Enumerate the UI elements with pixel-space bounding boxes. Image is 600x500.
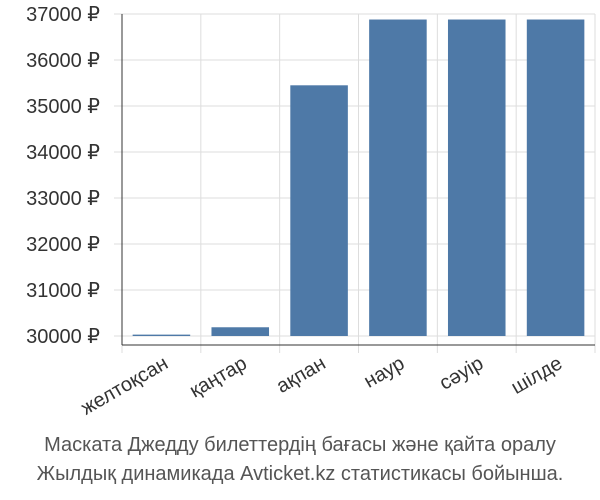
bar-1 [132,334,191,336]
y-tick-label: 32000 ₽ [26,234,100,256]
bar-4 [369,19,427,337]
chart-caption-line-2: Жылдық динамикада Avticket.kz статистика… [36,463,564,485]
y-tick-label: 33000 ₽ [26,188,100,210]
chart-caption-line-1: Маската Джедду билеттердің бағасы және қ… [44,434,556,456]
x-tick-labels: желтоқсан қаңтар ақпан наур сәуір шілде [77,352,566,419]
y-tick-label: 36000 ₽ [26,50,100,72]
y-tick-label: 37000 ₽ [26,4,100,26]
bars [132,19,585,337]
y-tick-label: 30000 ₽ [26,326,100,348]
y-tick-labels: 30000 ₽ 31000 ₽ 32000 ₽ 33000 ₽ 34000 ₽ 35000… [26,4,100,348]
x-tick-label: сәуір [436,352,487,394]
bar-5 [447,19,506,337]
y-tick-label: 35000 ₽ [26,96,100,118]
bar-3 [290,85,348,336]
axes [114,13,596,353]
y-tick-label: 31000 ₽ [26,280,100,302]
x-tick-label: желтоқсан [77,352,172,419]
y-tick-label: 34000 ₽ [26,142,100,164]
x-tick-label: қаңтар [186,352,251,402]
x-tick-label: шілде [507,352,566,399]
x-tick-label: наур [360,352,408,392]
grid-lines [122,13,596,345]
x-tick-label: ақпан [273,352,330,397]
bar-6 [526,19,585,337]
bar-2 [211,327,270,336]
